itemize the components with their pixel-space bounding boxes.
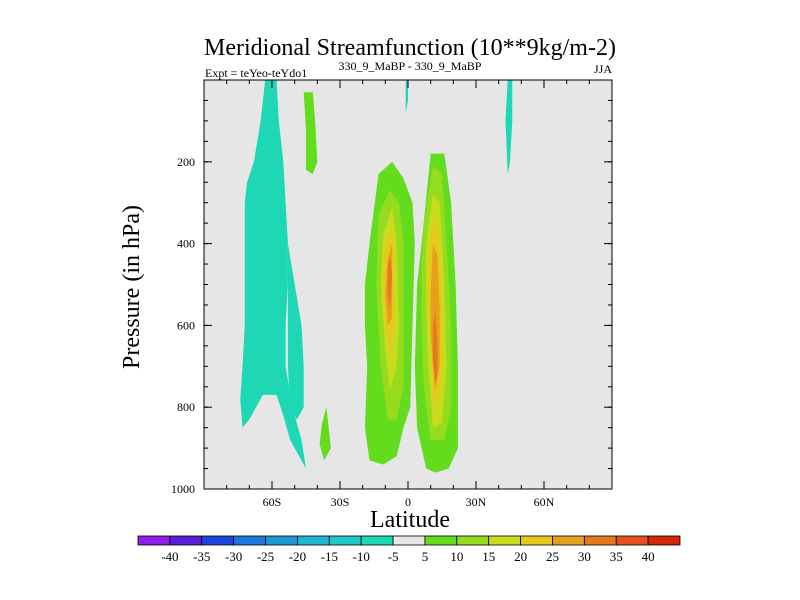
- colorbar-label: -25: [257, 549, 274, 564]
- colorbar-label: 5: [422, 549, 429, 564]
- colorbar-swatch: [328, 535, 362, 546]
- y-tick-label: 400: [177, 237, 195, 251]
- colorbar-label: 20: [514, 549, 527, 564]
- contour-neg-sliver-eq: [405, 80, 408, 113]
- x-tick-label: 0: [405, 495, 411, 509]
- colorbar-label: -35: [193, 549, 210, 564]
- x-tick-label: 60N: [534, 495, 555, 509]
- colorbar-swatch: [488, 535, 521, 546]
- contour-pos-upper-sh: [303, 92, 318, 175]
- y-tick-label: 600: [177, 318, 195, 332]
- contour-lvl30-right: [432, 309, 438, 383]
- contour-pos-lower-sh: [319, 407, 331, 461]
- colorbar-label: -20: [289, 549, 306, 564]
- colorbar-label: -10: [353, 549, 370, 564]
- contour-neg-sliver-nh: [505, 80, 513, 175]
- colorbar-label: 25: [546, 549, 559, 564]
- colorbar-swatch: [647, 535, 681, 546]
- x-axis-label: Latitude: [370, 507, 450, 533]
- colorbar-swatch: [297, 535, 330, 546]
- colorbar-swatch: [456, 535, 490, 546]
- colorbar-label: -5: [388, 549, 399, 564]
- chart-subtitle-left: Expt = teYeo-teYdo1: [205, 66, 307, 80]
- colorbar-label: 40: [642, 549, 655, 564]
- colorbar-swatch: [201, 535, 235, 546]
- colorbar-label: 30: [578, 549, 591, 564]
- colorbar-swatch: [520, 535, 553, 546]
- colorbar-label: 10: [450, 549, 463, 564]
- axis-ticks: 60S 30S 0 30N 60N 200 400 600 800 1000: [171, 80, 612, 509]
- y-tick-label: 1000: [171, 482, 195, 496]
- colorbar-label: 15: [482, 549, 495, 564]
- y-tick-label: 800: [177, 400, 195, 414]
- colorbar-swatch: [265, 535, 298, 546]
- y-tick-label: 200: [177, 155, 195, 169]
- colorbar-label: -30: [225, 549, 242, 564]
- y-axis-label: Pressure (in hPa): [119, 205, 145, 369]
- colorbar: -40 -35 -30 -25 -20 -15 -10 -5 5 10 15 20 25 30 35 40: [137, 535, 681, 564]
- colorbar-swatch: [552, 535, 585, 546]
- chart-subtitle-center: 330_9_MaBP - 330_9_MaBP: [339, 59, 482, 73]
- x-tick-label: 30N: [466, 495, 487, 509]
- colorbar-label: -15: [321, 549, 338, 564]
- colorbar-swatch: [392, 535, 426, 546]
- colorbar-swatch: [137, 535, 171, 546]
- chart-subtitle-right: JJA: [594, 62, 612, 76]
- colorbar-label: 35: [610, 549, 623, 564]
- contour-neg-cell-strip: [287, 243, 304, 420]
- colorbar-swatch: [169, 535, 203, 546]
- colorbar-swatch: [583, 535, 617, 546]
- colorbar-label: -40: [161, 549, 178, 564]
- contour-lvl30-left: [387, 255, 393, 309]
- colorbar-swatch: [615, 535, 649, 546]
- contour-neg-cell-southern: [240, 80, 306, 469]
- chart-title: Meridional Streamfunction (10**9kg/m-2): [204, 35, 616, 61]
- x-tick-label: 60S: [263, 495, 282, 509]
- x-tick-label: 30S: [331, 495, 350, 509]
- contour-layer: [240, 80, 513, 473]
- colorbar-swatch: [424, 535, 458, 546]
- colorbar-swatch: [360, 535, 394, 546]
- colorbar-swatch: [233, 535, 266, 546]
